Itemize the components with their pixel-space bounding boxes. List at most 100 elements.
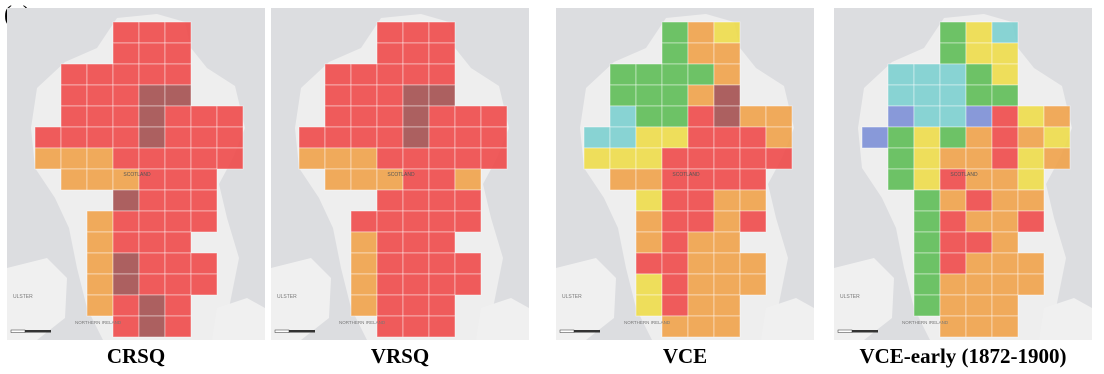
grid-cell: [376, 63, 404, 86]
grid-cell: [965, 315, 993, 338]
grid-cell: [661, 189, 689, 212]
grid-cell: [402, 42, 430, 65]
grid-cell: [112, 210, 140, 233]
grid-cell: [913, 147, 941, 170]
grid-cell: [376, 210, 404, 233]
grid-cell: [350, 63, 378, 86]
grid-cell: [939, 231, 967, 254]
grid-cell: [164, 231, 192, 254]
scale-bar: [560, 330, 600, 333]
grid-cell: [913, 168, 941, 191]
grid-cell: [402, 315, 430, 338]
grid-cell: [112, 21, 140, 44]
grid-cell: [713, 189, 741, 212]
scale-bar: [11, 330, 51, 333]
grid-cell: [164, 210, 192, 233]
grid-cell: [661, 84, 689, 107]
grid-cell: [428, 42, 456, 65]
grid-cell: [939, 210, 967, 233]
grid-cell: [661, 273, 689, 296]
grid-cell: [402, 231, 430, 254]
grid-cell: [428, 84, 456, 107]
grid-cell: [1043, 105, 1071, 128]
grid-cell: [687, 42, 715, 65]
grid-cell: [739, 210, 767, 233]
grid-cell: [350, 210, 378, 233]
grid-cell: [454, 126, 482, 149]
grid-cell: [428, 126, 456, 149]
grid-cell: [376, 147, 404, 170]
grid-cell: [376, 84, 404, 107]
grid-cell: [112, 126, 140, 149]
grid-cell: [138, 84, 166, 107]
grid-cell: [428, 168, 456, 191]
grid-cell: [164, 42, 192, 65]
grid-cell: [60, 168, 88, 191]
grid-cell: [324, 63, 352, 86]
grid-cell: [112, 63, 140, 86]
grid-cell: [402, 294, 430, 317]
grid-cell: [190, 126, 218, 149]
grid-cell: [402, 105, 430, 128]
grid-cell: [687, 105, 715, 128]
grid-cell: [713, 42, 741, 65]
grid-cell: [913, 294, 941, 317]
grid-cell: [164, 273, 192, 296]
ulster-land: [271, 258, 331, 340]
grid-cell: [635, 252, 663, 275]
grid-cell: [687, 147, 715, 170]
grid-cell: [350, 231, 378, 254]
grid-cell: [60, 105, 88, 128]
grid-cell: [687, 189, 715, 212]
grid-cell: [939, 126, 967, 149]
england-land: [761, 298, 814, 340]
grid-cell: [661, 147, 689, 170]
northern-ireland-label: NORTHERN IRELAND: [902, 320, 949, 325]
grid-cell: [428, 147, 456, 170]
grid-cell: [138, 147, 166, 170]
grid-cell: [164, 63, 192, 86]
grid-cell: [138, 21, 166, 44]
grid-cell: [138, 231, 166, 254]
grid-cell: [112, 42, 140, 65]
grid-cell: [480, 126, 508, 149]
grid-cell: [991, 21, 1019, 44]
grid-cell: [661, 231, 689, 254]
grid-cell: [164, 105, 192, 128]
ulster-label: ULSTER: [13, 294, 33, 300]
grid-cell: [739, 147, 767, 170]
grid-cell: [402, 210, 430, 233]
grid-cell: [765, 126, 793, 149]
grid-cell: [454, 252, 482, 275]
grid-cell: [635, 294, 663, 317]
grid-cell: [965, 84, 993, 107]
scale-bar-segment: [559, 329, 575, 333]
grid-cell: [583, 126, 611, 149]
grid-cell: [939, 147, 967, 170]
grid-cell: [939, 105, 967, 128]
grid-cell: [887, 105, 915, 128]
grid-cell: [687, 315, 715, 338]
map-vrsq: SCOTLAND ULSTER NORTHERN IRELAND: [271, 8, 529, 340]
grid-cell: [965, 231, 993, 254]
grid-cell: [60, 147, 88, 170]
grid-cell: [428, 315, 456, 338]
grid-cell: [86, 147, 114, 170]
grid-cell: [112, 231, 140, 254]
grid-cell: [991, 294, 1019, 317]
grid-cell: [1043, 126, 1071, 149]
grid-cell: [164, 126, 192, 149]
grid-cell: [687, 63, 715, 86]
grid-cell: [324, 126, 352, 149]
grid-cell: [991, 315, 1019, 338]
ulster-label: ULSTER: [840, 294, 860, 300]
grid-cell: [86, 84, 114, 107]
grid-cell: [1017, 273, 1045, 296]
grid-cell: [112, 273, 140, 296]
grid-cell: [635, 168, 663, 191]
grid-cell: [324, 168, 352, 191]
grid-cell: [713, 252, 741, 275]
grid-cell: [86, 294, 114, 317]
grid-cell: [913, 210, 941, 233]
grid-cell: [428, 273, 456, 296]
